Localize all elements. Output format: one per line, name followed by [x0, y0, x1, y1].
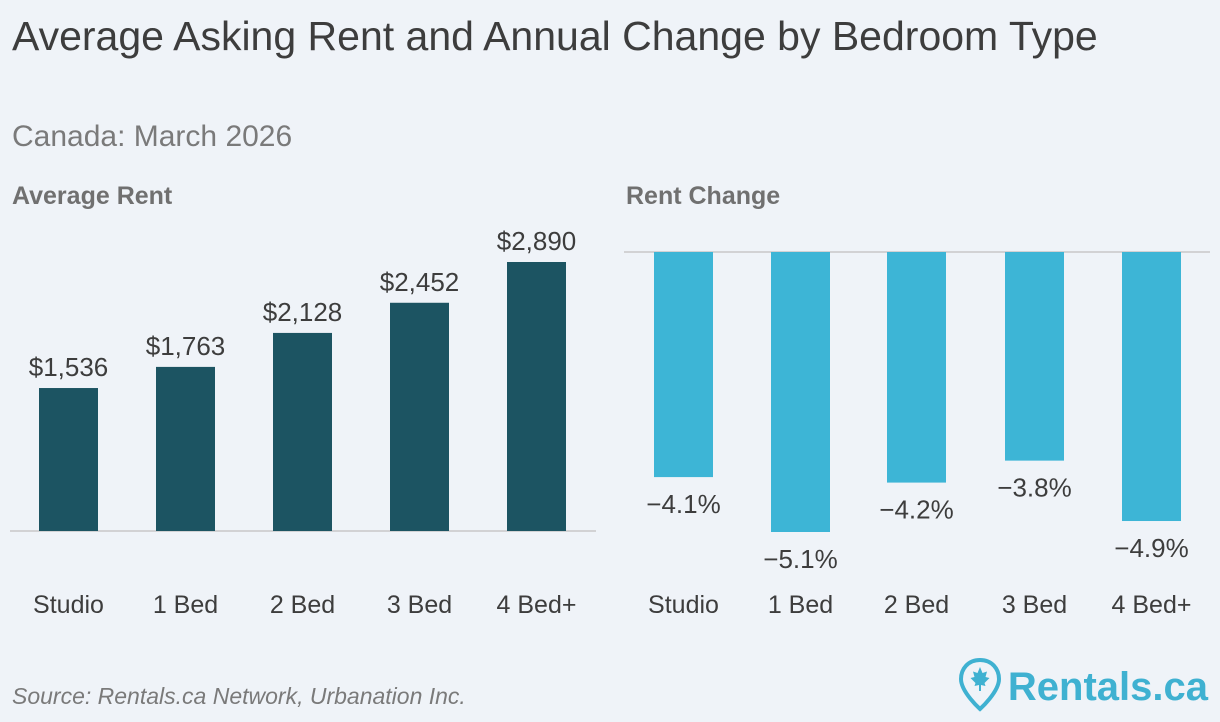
rent-value-label: $1,763 — [146, 331, 226, 361]
category-label: 4 Bed+ — [497, 591, 577, 619]
rent-panel-title: Average Rent — [12, 182, 173, 210]
change-value-label: −4.9% — [1114, 533, 1188, 563]
chart-title: Average Asking Rent and Annual Change by… — [12, 13, 1098, 59]
brand-name: Rentals.ca — [1007, 665, 1208, 709]
category-label: 1 Bed — [153, 591, 218, 619]
change-bar — [771, 252, 830, 532]
rent-change-chart: −4.1% Studio −5.1% 1 Bed −4.2% 2 Bed −3.8% 3 Be… — [624, 251, 1210, 619]
rent-bar — [273, 332, 332, 531]
map-pin-maple-leaf-icon — [958, 657, 1002, 717]
category-label: 3 Bed — [387, 591, 452, 619]
rent-bar — [39, 388, 98, 531]
change-value-label: −4.2% — [879, 495, 953, 525]
change-bar — [1005, 252, 1064, 461]
category-label: Studio — [33, 591, 104, 619]
rent-bar — [390, 302, 449, 531]
brand-logo: Rentals.ca — [958, 657, 1208, 717]
rent-value-label: $2,452 — [380, 267, 460, 297]
change-value-label: −5.1% — [763, 544, 837, 574]
change-value-label: −4.1% — [646, 489, 720, 519]
rent-value-label: $2,890 — [497, 226, 577, 256]
rent-value-label: $1,536 — [29, 352, 109, 382]
change-bar — [654, 252, 713, 478]
change-panel-title: Rent Change — [626, 182, 781, 210]
category-label: 2 Bed — [270, 591, 335, 619]
source-note: Source: Rentals.ca Network, Urbanation I… — [12, 683, 466, 709]
average-rent-chart: $1,536 Studio $1,763 1 Bed $2,128 2 Bed $2,452… — [10, 226, 596, 619]
category-label: 3 Bed — [1002, 591, 1067, 619]
category-label: 1 Bed — [768, 591, 833, 619]
change-bar — [1122, 252, 1181, 522]
rent-value-label: $2,128 — [263, 297, 343, 327]
rent-bar — [507, 262, 566, 531]
category-label: 4 Bed+ — [1112, 591, 1192, 619]
chart-subtitle: Canada: March 2026 — [12, 120, 293, 153]
change-value-label: −3.8% — [997, 473, 1071, 503]
category-label: 2 Bed — [884, 591, 949, 619]
rent-bar — [156, 366, 215, 531]
change-bar — [887, 252, 946, 483]
category-label: Studio — [648, 591, 719, 619]
